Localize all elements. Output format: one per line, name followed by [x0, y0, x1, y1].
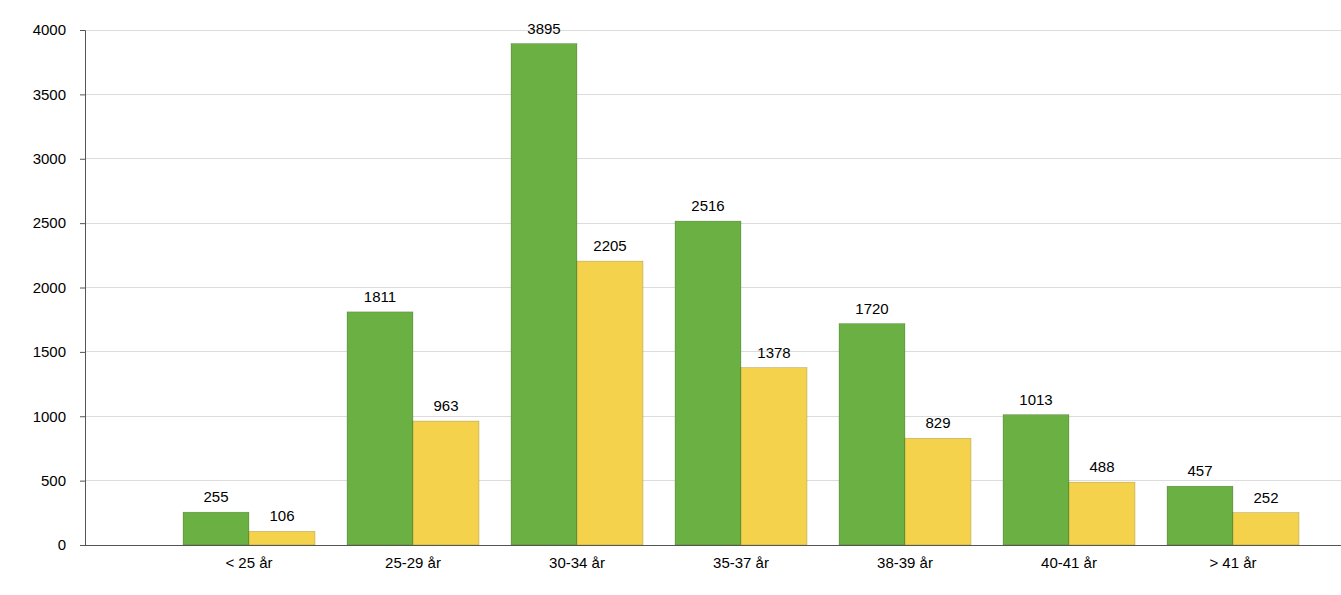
data-label: 1013	[1019, 391, 1052, 408]
tick-label: 2000	[33, 279, 66, 296]
x-axis-line	[85, 545, 1341, 546]
tick-mark	[80, 481, 85, 482]
tick: 2000	[33, 279, 85, 296]
bars	[183, 44, 1299, 545]
series	[249, 261, 1299, 545]
tick-label: < 25 år	[225, 554, 272, 571]
bar	[1003, 415, 1069, 545]
tick: > 41 år	[1209, 554, 1256, 571]
bar	[249, 531, 315, 545]
bar	[511, 44, 577, 545]
tick: < 25 år	[225, 554, 272, 571]
tick: 1500	[33, 343, 85, 360]
bar	[905, 438, 971, 545]
tick-label: 1500	[33, 343, 66, 360]
bar	[1233, 513, 1299, 545]
data-label: 2205	[593, 237, 626, 254]
data-label: 106	[269, 507, 294, 524]
bar	[347, 312, 413, 545]
tick-label: 30-34 år	[549, 554, 605, 571]
bar	[577, 261, 643, 545]
data-label: 3895	[527, 20, 560, 37]
data-label: 255	[203, 488, 228, 505]
tick-mark	[80, 288, 85, 289]
data-label: 1811	[364, 288, 396, 305]
bar	[1069, 482, 1135, 545]
tick: 500	[41, 472, 85, 489]
tick: 30-34 år	[549, 554, 605, 571]
grid-line	[85, 545, 1341, 546]
tick-mark	[80, 352, 85, 353]
tick-label: 40-41 år	[1041, 554, 1097, 571]
data-label: 1720	[855, 300, 888, 317]
data-label: 2516	[691, 197, 724, 214]
tick-label: 3500	[33, 86, 66, 103]
tick-mark	[80, 94, 85, 95]
tick-label: > 41 år	[1209, 554, 1256, 571]
bar	[675, 221, 741, 545]
tick-label: 1000	[33, 408, 66, 425]
bar	[1167, 486, 1233, 545]
tick-label: 500	[41, 472, 66, 489]
tick-label: 0	[58, 536, 66, 553]
y-axis: 0 500 1000 1500 2000 2500 3000 3500 4000	[33, 21, 86, 553]
tick: 25-29 år	[385, 554, 441, 571]
bar	[413, 421, 479, 545]
tick: 2500	[33, 214, 85, 231]
tick-mark	[80, 30, 85, 31]
data-label: 488	[1089, 458, 1114, 475]
tick-mark	[80, 545, 85, 546]
tick: 3000	[33, 150, 85, 167]
tick-label: 4000	[33, 21, 66, 38]
grid-line	[85, 30, 1341, 31]
x-axis: < 25 år 25-29 år 30-34 år 35-37 år 38-39 år 4…	[225, 554, 1256, 571]
tick: 4000	[33, 21, 85, 38]
data-labels: 255 1811 3895 2516 1720 1013 457 106 963 2205 1378…	[203, 20, 1278, 525]
tick-label: 35-37 år	[713, 554, 769, 571]
tick: 1000	[33, 408, 85, 425]
data-label: 963	[433, 397, 458, 414]
data-label: 1378	[757, 344, 790, 361]
data-label: 457	[1187, 462, 1212, 479]
tick-label: 2500	[33, 214, 66, 231]
tick-label: 25-29 år	[385, 554, 441, 571]
grid-line	[85, 94, 1341, 95]
bar	[839, 324, 905, 545]
data-label: 829	[925, 414, 950, 431]
tick: 35-37 år	[713, 554, 769, 571]
series	[183, 44, 1233, 545]
data-label: 252	[1253, 489, 1278, 506]
tick: 3500	[33, 86, 85, 103]
bar	[183, 512, 249, 545]
tick: 38-39 år	[877, 554, 933, 571]
axis-line	[80, 31, 86, 546]
tick-mark	[80, 159, 85, 160]
chart: 255 1811 3895 2516 1720 1013 457 106 963 2205 1378…	[0, 0, 1341, 595]
tick-mark	[80, 416, 85, 417]
grid-line	[85, 158, 1341, 159]
tick-mark	[80, 223, 85, 224]
tick-label: 3000	[33, 150, 66, 167]
tick: 40-41 år	[1041, 554, 1097, 571]
grid	[85, 30, 1341, 545]
tick-label: 38-39 år	[877, 554, 933, 571]
tick: 0	[58, 536, 85, 553]
bar	[741, 368, 807, 545]
